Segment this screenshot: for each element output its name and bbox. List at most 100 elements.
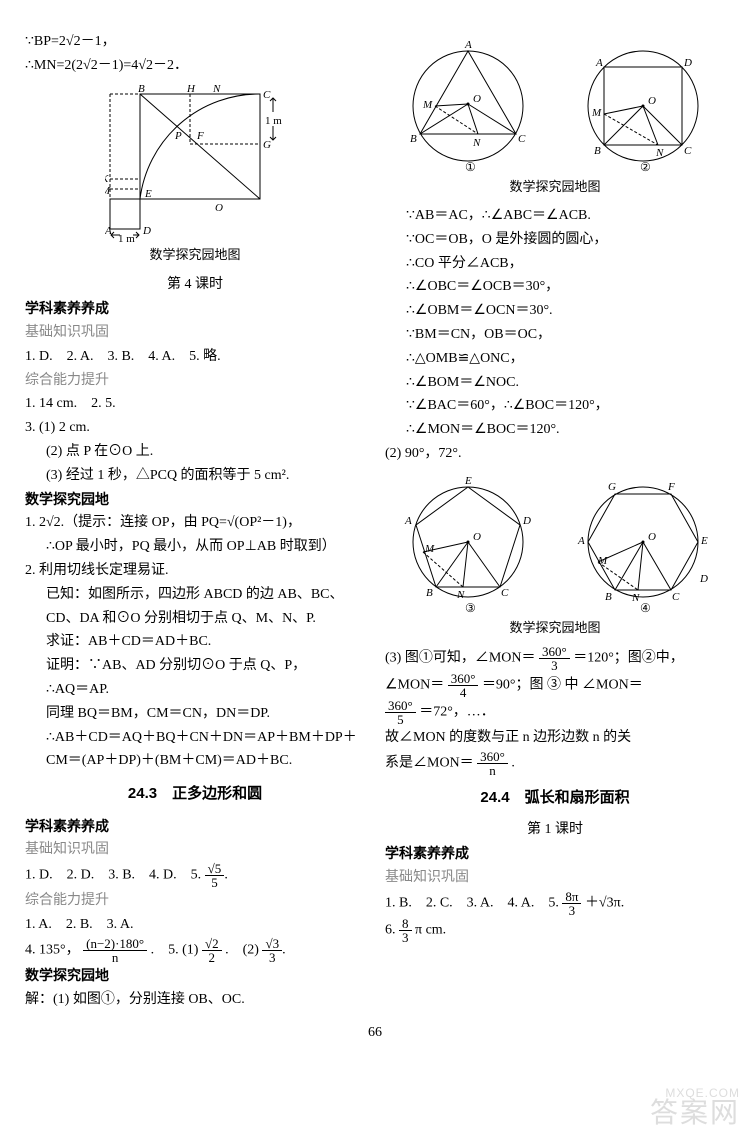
svg-text:D: D: [699, 573, 708, 585]
text-line: (3) 图①可知，∠MON＝ 360° 3 ＝120°；图②中，: [385, 645, 725, 672]
svg-text:E: E: [144, 188, 152, 200]
sub-heading: 基础知识巩固: [25, 838, 365, 862]
svg-text:O: O: [648, 95, 656, 107]
fraction: √3 3: [262, 937, 282, 964]
heading: 学科素养养成: [385, 842, 725, 866]
heading: 数学探究园地: [25, 488, 365, 512]
heading: 数学探究园地: [25, 964, 365, 988]
text-line: 证明：∵AB、AD 分别切⊙O 于点 Q、P，: [25, 654, 365, 678]
fraction: 8π 3: [562, 890, 581, 917]
circle-with-square: A D O M B N C ②: [568, 36, 718, 176]
svg-text:B: B: [605, 591, 612, 603]
text-line: 1. 2√2.（提示：连接 OP，由 PQ=√(OP²－1)，: [25, 511, 365, 535]
figure-3: E A D O M B N C ③: [385, 472, 725, 639]
svg-text:H: H: [186, 84, 196, 95]
text-line: ∴AQ＝AP.: [25, 678, 365, 702]
svg-text:A: A: [404, 515, 412, 527]
text-line: 360° 5 ＝72°，…．: [385, 699, 725, 726]
svg-text:C: C: [501, 587, 509, 599]
proof-line: ∴∠OBM＝∠OCN＝30°.: [385, 299, 725, 323]
svg-text:N: N: [631, 592, 640, 604]
svg-text:P: P: [174, 130, 182, 142]
answer-line: 1. A. 2. B. 3. A.: [25, 913, 365, 937]
answer-line: (3) 经过 1 秒，△PCQ 的面积等于 5 cm².: [25, 464, 365, 488]
svg-text:O: O: [215, 202, 223, 214]
text-line: ∴MN=2(2√2－1)=4√2－2．: [25, 54, 365, 78]
left-column: ∵BP=2√2－1， ∴MN=2(2√2－1)=4√2－2． B H: [25, 30, 365, 1011]
svg-text:O: O: [648, 531, 656, 543]
figure-caption: 数学探究园地图: [385, 617, 725, 639]
svg-text:D: D: [142, 225, 151, 237]
geometry-figure-1: B H N C P F G 1 m K M E O A: [105, 84, 285, 244]
answer-line: 1. D. 2. D. 3. B. 4. D. 5. √5 5 .: [25, 862, 365, 889]
svg-text:②: ②: [640, 160, 651, 174]
svg-text:B: B: [426, 587, 433, 599]
svg-text:1 m: 1 m: [118, 233, 135, 244]
proof-line: ∵OC＝OB，O 是外接圆的圆心，: [385, 228, 725, 252]
circle-with-triangle: A O M B N C ①: [393, 36, 543, 176]
proof-line: ∴∠OBC＝∠OCB＝30°，: [385, 275, 725, 299]
fraction: √5 5: [205, 862, 225, 889]
heading: 学科素养养成: [25, 297, 365, 321]
svg-text:N: N: [212, 84, 221, 95]
svg-text:B: B: [138, 84, 145, 95]
circle-with-hexagon: F G E A O M B N C D ④: [568, 472, 718, 617]
svg-text:O: O: [473, 93, 481, 105]
proof-line: ∴∠MON＝∠BOC＝120°.: [385, 418, 725, 442]
proof-line: ∵AB＝AC，∴∠ABC＝∠ACB.: [385, 204, 725, 228]
svg-text:C: C: [684, 145, 692, 157]
text-line: ∵BP=2√2－1，: [25, 30, 365, 54]
section-heading: 24.3 正多边形和圆: [25, 781, 365, 807]
figure-caption: 数学探究园地图: [105, 244, 285, 266]
svg-text:K: K: [105, 173, 109, 185]
watermark: 答案网: [650, 1089, 740, 1137]
answer-line: 1. B. 2. C. 3. A. 4. A. 5. 8π 3 ＋√3π.: [385, 890, 725, 917]
answer-line: 1. 14 cm. 2. 5.: [25, 392, 365, 416]
svg-text:M: M: [422, 99, 433, 111]
text-line: 系是∠MON＝ 360° n .: [385, 750, 725, 777]
circle-with-pentagon: E A D O M B N C ③: [393, 472, 543, 617]
svg-text:C: C: [518, 133, 526, 145]
answer-line: 3. (1) 2 cm.: [25, 416, 365, 440]
svg-text:①: ①: [465, 160, 476, 174]
right-column: A O M B N C ① A: [385, 30, 725, 1011]
watermark-sub: MXQE.COM: [665, 1083, 740, 1103]
sub-heading: 基础知识巩固: [25, 321, 365, 345]
svg-text:③: ③: [465, 601, 476, 615]
svg-text:M: M: [597, 555, 608, 567]
svg-text:A: A: [577, 535, 585, 547]
heading: 学科素养养成: [25, 815, 365, 839]
proof-line: ∴CO 平分∠ACB，: [385, 252, 725, 276]
svg-text:G: G: [608, 481, 616, 493]
fraction: (n−2)·180° n: [83, 937, 147, 964]
figure-1: B H N C P F G 1 m K M E O A: [25, 84, 365, 268]
text-line: (2) 90°，72°.: [385, 442, 725, 466]
svg-text:F: F: [667, 481, 675, 493]
svg-text:1 m: 1 m: [265, 115, 282, 127]
svg-text:C: C: [263, 89, 271, 101]
svg-text:④: ④: [640, 601, 651, 615]
sub-heading: 综合能力提升: [25, 369, 365, 393]
answer-line: 6. 8 3 π cm.: [385, 917, 725, 944]
text-line: 解：(1) 如图①，分别连接 OB、OC.: [25, 988, 365, 1012]
svg-text:E: E: [464, 475, 472, 487]
svg-text:N: N: [472, 137, 481, 149]
text-line: 2. 利用切线长定理易证.: [25, 559, 365, 583]
fraction: 360° 5: [385, 699, 416, 726]
svg-text:D: D: [522, 515, 531, 527]
sub-heading: 基础知识巩固: [385, 866, 725, 890]
svg-text:N: N: [655, 147, 664, 159]
section-heading: 24.4 弧长和扇形面积: [385, 785, 725, 811]
svg-text:A: A: [464, 39, 472, 51]
svg-text:O: O: [473, 531, 481, 543]
answer-line: (2) 点 P 在⊙O 上.: [25, 440, 365, 464]
svg-text:B: B: [410, 133, 417, 145]
text-line: ∴AB＋CD＝AQ＋BQ＋CN＋DN＝AP＋BM＋DP＋CM＝(AP＋DP)＋(…: [25, 726, 365, 774]
svg-text:M: M: [591, 107, 602, 119]
svg-text:D: D: [683, 57, 692, 69]
svg-text:F: F: [196, 130, 204, 142]
fraction: 360° 4: [448, 672, 479, 699]
answer-line: 4. 135°， (n−2)·180° n . 5. (1) √2 2 . (2…: [25, 937, 365, 964]
text-line: 同理 BQ＝BM，CM＝CN，DN＝DP.: [25, 702, 365, 726]
fraction: √2 2: [202, 937, 222, 964]
